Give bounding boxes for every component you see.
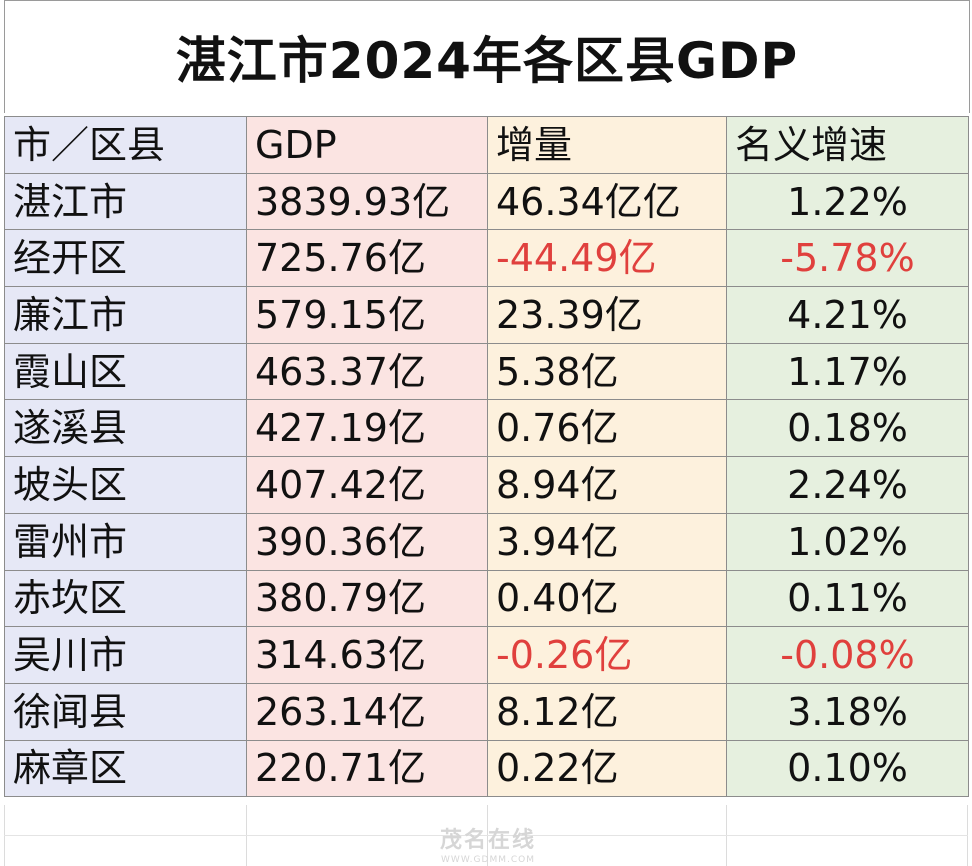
cell-region: 赤坎区: [4, 569, 247, 628]
cell-gdp: 463.37亿: [246, 342, 488, 401]
cell-gdp: 314.63亿: [246, 626, 488, 684]
cell-growth: 1.22%: [726, 172, 969, 231]
cell-increase: -44.49亿: [487, 229, 727, 288]
cell-gdp: 407.42亿: [246, 456, 488, 514]
cell-region: 吴川市: [4, 626, 247, 684]
table-row: 吴川市 314.63亿 -0.26亿 -0.08%: [4, 626, 969, 684]
page-title: 湛江市2024年各区县GDP: [4, 0, 970, 113]
cell-growth: 1.02%: [726, 512, 969, 571]
cell-increase: 8.94亿: [487, 456, 727, 514]
cell-growth: 1.17%: [726, 342, 969, 401]
cell-region: 霞山区: [4, 342, 247, 401]
cell-increase: 46.34亿亿: [487, 172, 727, 231]
cell-region: 雷州市: [4, 512, 247, 571]
table-row: 霞山区 463.37亿 5.38亿 1.17%: [4, 342, 969, 401]
cell-increase: 23.39亿: [487, 286, 727, 344]
cell-gdp: 390.36亿: [246, 512, 488, 571]
cell-region: 经开区: [4, 229, 247, 288]
header-gdp: GDP: [246, 116, 488, 174]
cell-increase: 0.22亿: [487, 739, 727, 798]
watermark-logo: 茂名在线: [439, 828, 536, 853]
cell-gdp: 263.14亿: [246, 682, 488, 741]
cell-growth: 2.24%: [726, 456, 969, 514]
table-row: 经开区 725.76亿 -44.49亿 -5.78%: [4, 229, 969, 288]
table-row: 遂溪县 427.19亿 0.76亿 0.18%: [4, 399, 969, 458]
cell-growth: 0.11%: [726, 569, 969, 628]
cell-region: 湛江市: [4, 172, 247, 231]
cell-growth: -5.78%: [726, 229, 969, 288]
header-increase: 增量: [487, 116, 727, 174]
cell-region: 遂溪县: [4, 399, 247, 458]
empty-grid-area: [4, 805, 968, 866]
cell-gdp: 220.71亿: [246, 739, 488, 798]
cell-region: 廉江市: [4, 286, 247, 344]
watermark-url: WWW.GDMM.COM: [441, 855, 535, 865]
watermark: 茂名在线 WWW.GDMM.COM: [388, 822, 588, 865]
cell-gdp: 427.19亿: [246, 399, 488, 458]
table-row: 廉江市 579.15亿 23.39亿 4.21%: [4, 286, 969, 344]
table-row: 坡头区 407.42亿 8.94亿 2.24%: [4, 456, 969, 514]
cell-increase: 0.40亿: [487, 569, 727, 628]
cell-increase: 8.12亿: [487, 682, 727, 741]
cell-region: 坡头区: [4, 456, 247, 514]
table-row: 麻章区 220.71亿 0.22亿 0.10%: [4, 739, 969, 798]
cell-increase: 5.38亿: [487, 342, 727, 401]
cell-increase: 3.94亿: [487, 512, 727, 571]
cell-growth: -0.08%: [726, 626, 969, 684]
cell-gdp: 579.15亿: [246, 286, 488, 344]
table-row: 赤坎区 380.79亿 0.40亿 0.11%: [4, 569, 969, 628]
table-row: 雷州市 390.36亿 3.94亿 1.02%: [4, 512, 969, 571]
cell-increase: -0.26亿: [487, 626, 727, 684]
gdp-table: 市／区县 GDP 增量 名义增速 湛江市 3839.93亿 46.34亿亿 1.22%…: [4, 116, 969, 798]
table-header-row: 市／区县 GDP 增量 名义增速: [4, 116, 969, 174]
table-body: 湛江市 3839.93亿 46.34亿亿 1.22% 经开区 725.76亿 -44.49亿…: [4, 172, 969, 798]
cell-gdp: 725.76亿: [246, 229, 488, 288]
table-row: 徐闻县 263.14亿 8.12亿 3.18%: [4, 682, 969, 741]
cell-increase: 0.76亿: [487, 399, 727, 458]
cell-gdp: 380.79亿: [246, 569, 488, 628]
cell-region: 徐闻县: [4, 682, 247, 741]
header-growth: 名义增速: [726, 116, 969, 174]
table-row: 湛江市 3839.93亿 46.34亿亿 1.22%: [4, 172, 969, 231]
header-region: 市／区县: [4, 116, 247, 174]
cell-growth: 4.21%: [726, 286, 969, 344]
cell-growth: 0.10%: [726, 739, 969, 798]
cell-growth: 0.18%: [726, 399, 969, 458]
cell-gdp: 3839.93亿: [246, 172, 488, 231]
cell-growth: 3.18%: [726, 682, 969, 741]
cell-region: 麻章区: [4, 739, 247, 798]
